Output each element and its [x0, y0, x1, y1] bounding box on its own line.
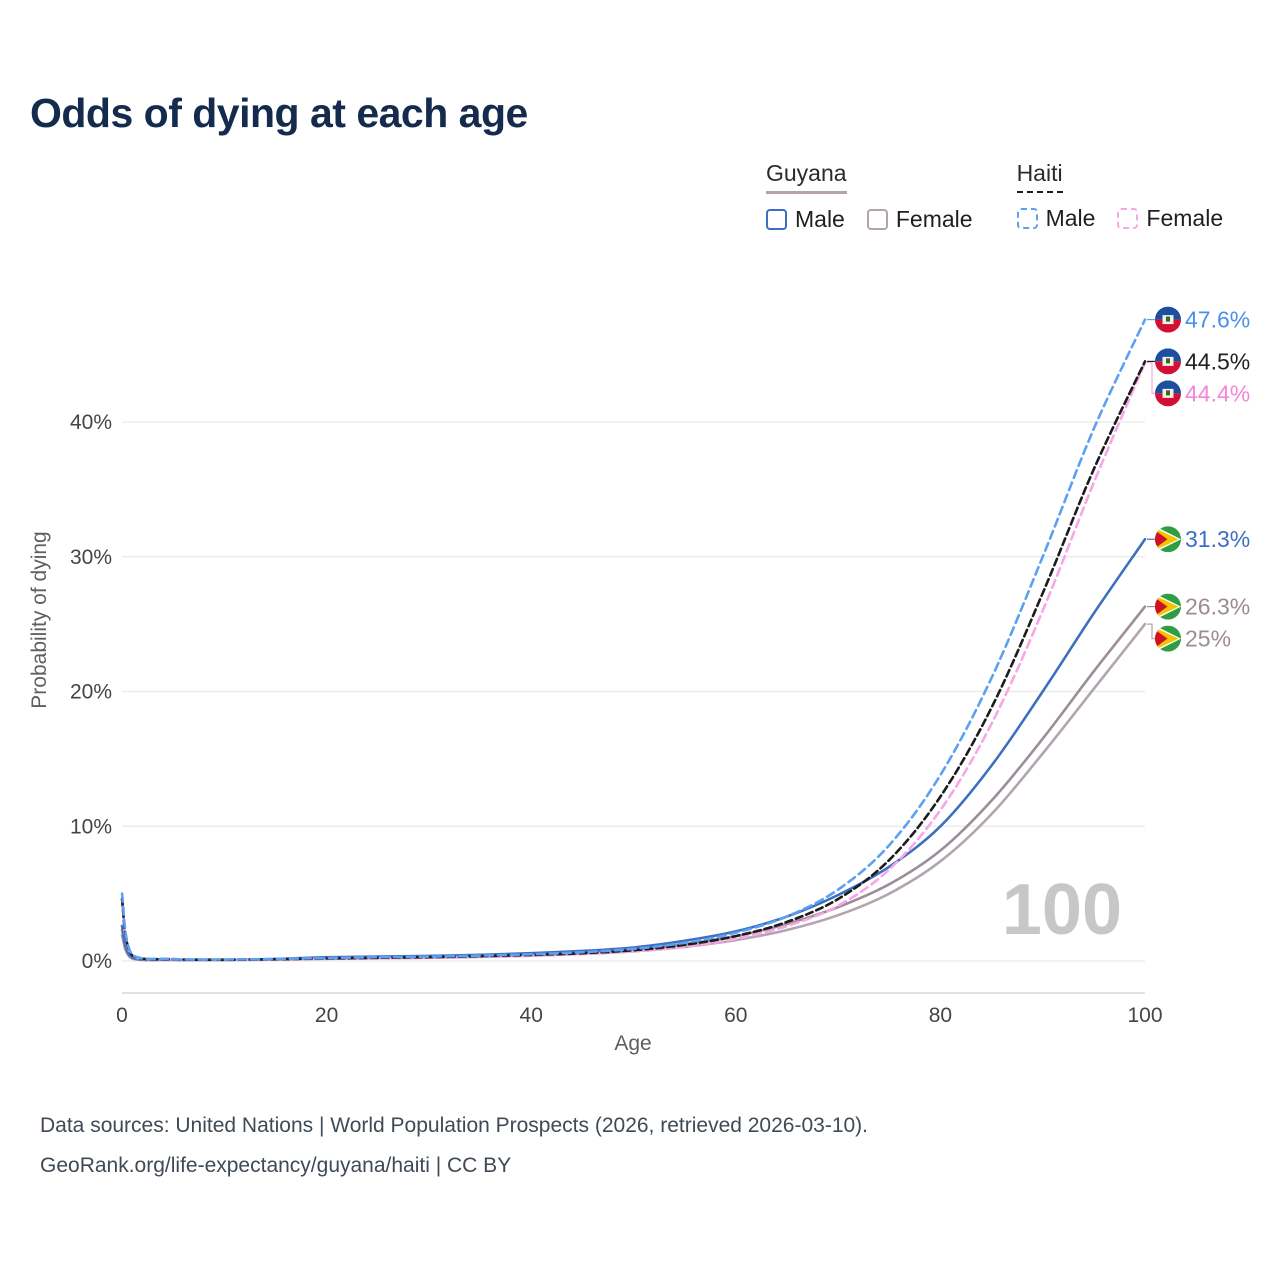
flag-guyana-icon — [1155, 625, 1181, 652]
footer-sources: Data sources: United Nations | World Pop… — [40, 1114, 869, 1137]
legend-swatch-icon — [1016, 208, 1038, 229]
y-axis-title: Probability of dying — [28, 531, 51, 708]
y-tick-label: 10% — [70, 815, 112, 838]
series-line-guyana-male — [120, 537, 1147, 962]
x-tick-label: 0 — [116, 1004, 128, 1027]
legend-group-guyana: Guyana Male Female — [766, 160, 973, 233]
y-tick-label: 20% — [70, 681, 112, 704]
legend-item-label: Female — [1146, 205, 1224, 231]
series-line-guyana-both — [120, 605, 1147, 962]
x-tick-label: 20 — [315, 1004, 338, 1027]
legend-item-haiti-male[interactable]: Male — [1016, 205, 1096, 232]
legend-item-guyana-male[interactable]: Male — [766, 206, 845, 233]
flag-haiti-icon — [1155, 348, 1181, 375]
chart-plot-area: 0% 10% 20% 30% 40% 0 20 40 60 80 100 47.6% 44.5% 44.4… — [70, 306, 1250, 1027]
end-label-haiti-male: 47.6% — [1185, 307, 1250, 333]
x-tick-label: 100 — [1127, 1004, 1162, 1027]
legend-item-label: Female — [895, 206, 973, 232]
legend-item-haiti-female[interactable]: Female — [1117, 205, 1223, 232]
legend-item-label: Male — [795, 206, 845, 232]
end-label-guyana-male: 31.3% — [1185, 526, 1250, 552]
legend-country-guyana[interactable]: Guyana — [766, 160, 847, 194]
footer: Data sources: United Nations | World Pop… — [40, 1106, 868, 1187]
x-tick-label: 40 — [520, 1004, 543, 1027]
end-label-haiti-both: 44.5% — [1185, 348, 1250, 374]
flag-guyana-icon — [1155, 526, 1181, 553]
y-tick-label: 30% — [70, 546, 112, 569]
flag-guyana-icon — [1155, 593, 1181, 620]
legend-item-guyana-female[interactable]: Female — [866, 206, 973, 233]
chart-title: Odds of dying at each age — [30, 90, 528, 136]
end-label-connector — [1147, 362, 1155, 394]
legend-swatch-icon — [866, 209, 888, 230]
legend-country-haiti[interactable]: Haiti — [1016, 160, 1063, 193]
flag-haiti-icon — [1155, 380, 1181, 407]
x-axis-title: Age — [614, 1032, 651, 1055]
x-tick-label: 80 — [929, 1004, 952, 1027]
end-label-haiti-female: 44.4% — [1185, 380, 1250, 406]
series-line-haiti-female — [120, 361, 1147, 962]
legend: Guyana Male Female Haiti Male Female — [766, 160, 1223, 233]
y-tick-label: 0% — [82, 950, 112, 973]
end-label-guyana-both: 26.3% — [1185, 594, 1250, 620]
series-line-haiti-male — [120, 318, 1147, 961]
legend-item-label: Male — [1045, 205, 1096, 231]
legend-swatch-icon — [1117, 208, 1139, 229]
end-label-guyana-female: 25% — [1185, 626, 1231, 652]
flag-haiti-icon — [1155, 306, 1181, 333]
legend-group-haiti: Haiti Male Female — [1016, 160, 1223, 233]
series-line-guyana-female — [120, 622, 1147, 962]
legend-items: Male Female — [766, 206, 973, 233]
end-label-connector — [1147, 623, 1155, 640]
legend-swatch-icon — [766, 209, 787, 230]
legend-items: Male Female — [1016, 205, 1223, 232]
footer-link: GeoRank.org/life-expectancy/guyana/haiti… — [40, 1154, 512, 1178]
y-tick-label: 40% — [70, 411, 112, 434]
series-line-haiti-both — [120, 360, 1147, 962]
watermark-age: 100 — [1002, 870, 1122, 950]
x-tick-label: 60 — [724, 1004, 747, 1027]
